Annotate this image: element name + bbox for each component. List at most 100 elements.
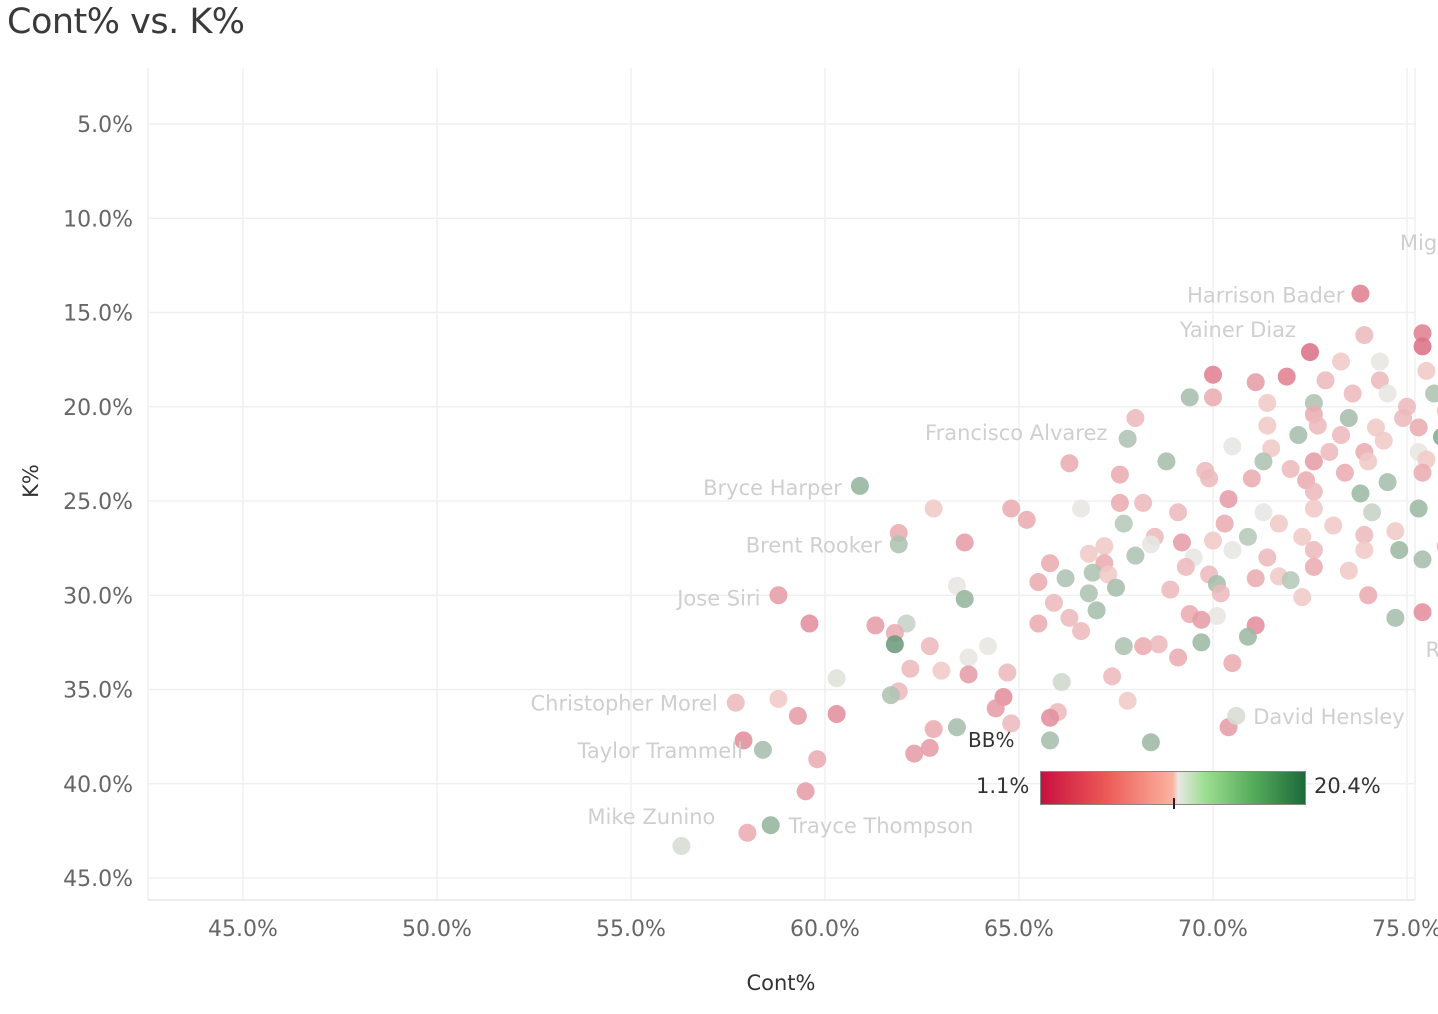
data-point[interactable]: [1056, 569, 1075, 588]
data-point[interactable]: [1041, 731, 1060, 750]
data-point[interactable]: [998, 663, 1017, 682]
data-point[interactable]: [1355, 525, 1374, 544]
data-point[interactable]: [1262, 439, 1281, 458]
labeled-data-point[interactable]: [850, 476, 869, 495]
data-point[interactable]: [1072, 622, 1091, 641]
data-point[interactable]: [1366, 418, 1385, 437]
data-point[interactable]: [769, 689, 788, 708]
data-point[interactable]: [1258, 393, 1277, 412]
data-point[interactable]: [1370, 371, 1389, 390]
data-point[interactable]: [1134, 493, 1153, 512]
data-point[interactable]: [1332, 426, 1351, 445]
data-point[interactable]: [1409, 418, 1428, 437]
data-point[interactable]: [1269, 514, 1288, 533]
data-point[interactable]: [1304, 499, 1323, 518]
data-point[interactable]: [1207, 606, 1226, 625]
data-point[interactable]: [986, 699, 1005, 718]
data-point[interactable]: [1107, 578, 1125, 597]
data-point[interactable]: [1293, 527, 1312, 546]
data-point[interactable]: [1200, 469, 1219, 488]
data-point[interactable]: [1219, 490, 1238, 509]
data-point[interactable]: [1304, 541, 1323, 560]
labeled-data-point[interactable]: [761, 816, 780, 835]
data-point[interactable]: [1079, 584, 1098, 603]
labeled-data-point[interactable]: [1413, 603, 1432, 622]
data-point[interactable]: [1172, 533, 1191, 552]
data-point[interactable]: [866, 616, 885, 635]
data-point[interactable]: [901, 659, 920, 678]
data-point[interactable]: [1157, 452, 1176, 471]
data-point[interactable]: [1417, 361, 1436, 380]
data-point[interactable]: [1079, 544, 1098, 563]
data-point[interactable]: [1277, 367, 1296, 386]
data-point[interactable]: [1289, 426, 1308, 445]
data-point[interactable]: [932, 661, 951, 680]
data-point[interactable]: [1238, 627, 1257, 646]
data-point[interactable]: [800, 614, 819, 633]
data-point[interactable]: [1413, 337, 1432, 356]
data-point[interactable]: [1343, 384, 1362, 403]
data-point[interactable]: [1149, 635, 1168, 654]
data-point[interactable]: [672, 836, 691, 855]
data-point[interactable]: [885, 635, 904, 654]
data-point[interactable]: [1029, 573, 1048, 592]
labeled-data-point[interactable]: [769, 586, 788, 605]
data-point[interactable]: [1176, 557, 1195, 576]
data-point[interactable]: [947, 576, 966, 595]
data-point[interactable]: [1425, 384, 1438, 403]
data-point[interactable]: [1204, 531, 1222, 550]
data-point[interactable]: [1324, 516, 1343, 535]
data-point[interactable]: [1099, 565, 1118, 584]
data-point[interactable]: [1335, 463, 1354, 482]
data-point[interactable]: [1359, 586, 1378, 605]
data-point[interactable]: [1118, 429, 1137, 448]
labeled-data-point[interactable]: [1351, 284, 1370, 303]
data-point[interactable]: [1211, 584, 1230, 603]
data-point[interactable]: [924, 720, 943, 739]
data-point[interactable]: [920, 637, 939, 656]
data-point[interactable]: [827, 705, 846, 724]
data-point[interactable]: [1029, 614, 1048, 633]
data-point[interactable]: [978, 637, 997, 656]
data-point[interactable]: [924, 499, 943, 518]
data-point[interactable]: [1339, 561, 1358, 580]
data-point[interactable]: [881, 686, 900, 705]
data-point[interactable]: [1238, 527, 1257, 546]
data-point[interactable]: [1413, 324, 1432, 343]
data-point[interactable]: [1316, 371, 1335, 390]
data-point[interactable]: [1044, 593, 1063, 612]
data-point[interactable]: [1304, 557, 1323, 576]
data-point[interactable]: [1180, 388, 1199, 407]
data-point[interactable]: [1304, 482, 1323, 501]
data-point[interactable]: [1308, 416, 1327, 435]
labeled-data-point[interactable]: [889, 535, 908, 554]
data-point[interactable]: [1161, 580, 1180, 599]
data-point[interactable]: [1169, 648, 1188, 667]
data-point[interactable]: [1432, 428, 1438, 446]
data-point[interactable]: [1169, 503, 1188, 522]
data-point[interactable]: [1126, 546, 1145, 565]
data-point[interactable]: [1083, 563, 1102, 582]
data-point[interactable]: [1254, 503, 1273, 522]
data-point[interactable]: [1192, 633, 1211, 652]
data-point[interactable]: [1339, 409, 1358, 428]
data-point[interactable]: [796, 782, 815, 801]
labeled-data-point[interactable]: [1301, 343, 1319, 362]
data-point[interactable]: [1060, 608, 1079, 627]
data-point[interactable]: [1386, 522, 1405, 541]
data-point[interactable]: [1378, 384, 1397, 403]
data-point[interactable]: [1378, 473, 1397, 492]
data-point[interactable]: [1351, 484, 1370, 503]
data-point[interactable]: [1134, 637, 1153, 656]
data-point[interactable]: [1114, 637, 1133, 656]
data-point[interactable]: [1409, 499, 1428, 518]
data-point[interactable]: [1017, 510, 1036, 529]
data-point[interactable]: [955, 590, 974, 609]
data-point[interactable]: [1087, 601, 1106, 620]
data-point[interactable]: [1281, 571, 1300, 590]
labeled-data-point[interactable]: [1227, 706, 1246, 725]
data-point[interactable]: [1258, 416, 1277, 435]
labeled-data-point[interactable]: [753, 740, 772, 759]
data-point[interactable]: [1359, 452, 1378, 471]
data-point[interactable]: [1223, 437, 1242, 456]
